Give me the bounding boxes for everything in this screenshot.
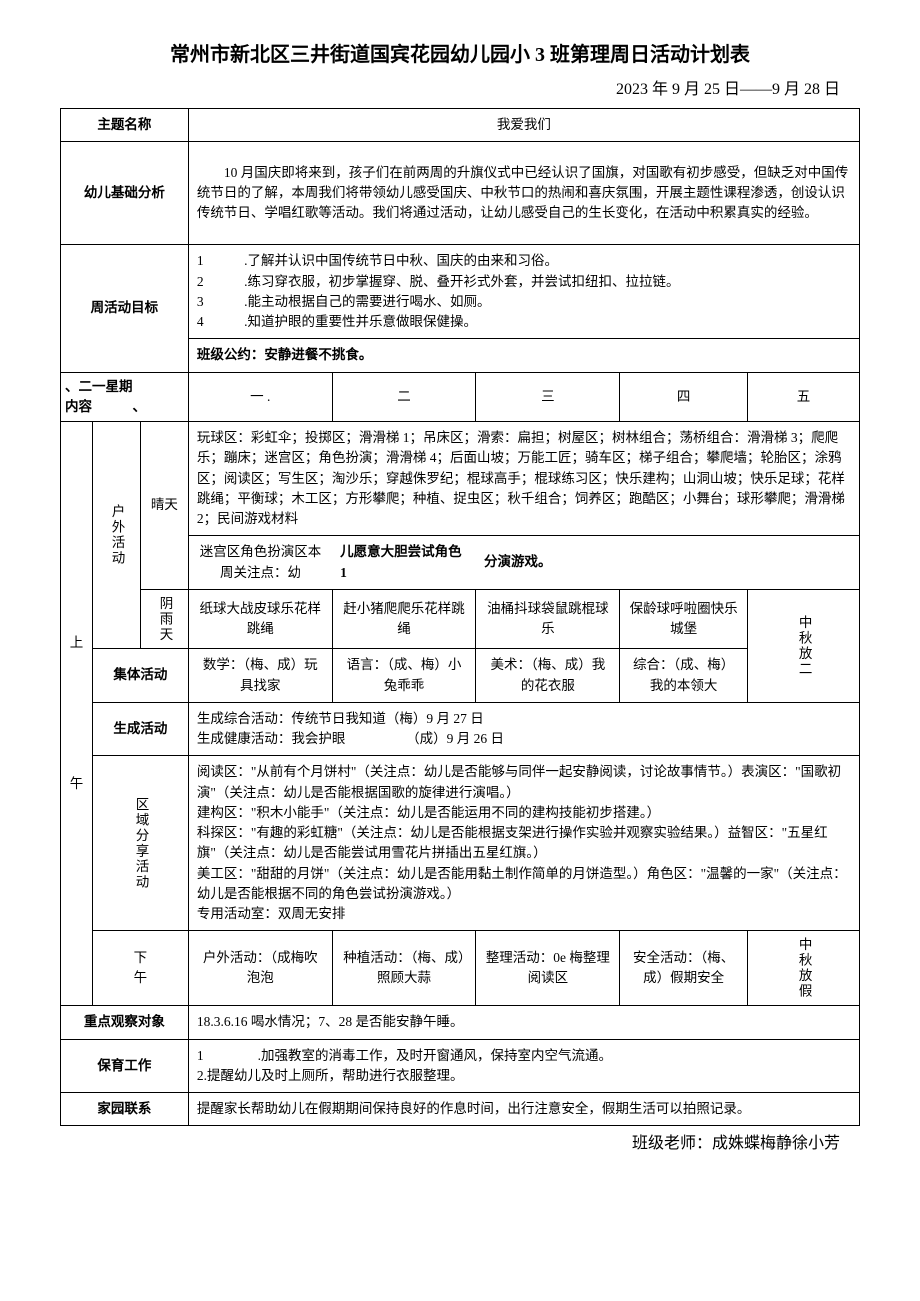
afternoon-label: 下 午: [92, 931, 188, 1006]
goal-item: 2 .练习穿衣服，初步掌握穿、脱、叠开衫式外套，并尝试扣纽扣、拉拉链。: [197, 272, 851, 292]
holiday-cell: 中秋放二: [748, 589, 860, 702]
focus-empty: [748, 536, 860, 590]
theme-label: 主题名称: [61, 109, 189, 142]
morning-label: 上 午: [61, 422, 93, 1006]
goal-item: 3 .能主动根据自己的需要进行喝水、如厕。: [197, 292, 851, 312]
rainy-label: 阴雨天: [140, 589, 188, 649]
group-cell: 综合：（成、梅）我的本领大: [620, 649, 748, 703]
focus-a: 迷宫区角色扮演区本周关注点：幼: [188, 536, 332, 590]
teacher-footer: 班级老师：成姝蝶梅静徐小芳: [60, 1132, 860, 1156]
care-text: 1 .加强教室的消毒工作，及时开窗通风，保持室内空气流通。 2.提醒幼儿及时上厕…: [188, 1039, 859, 1093]
generated-label: 生成活动: [92, 702, 188, 756]
rainy-cell: 纸球大战皮球乐花样跳绳: [188, 589, 332, 649]
rainy-cell: 油桶抖球袋鼠跳棍球乐: [476, 589, 620, 649]
observe-text: 18.3.6.16 喝水情况；7、28 是否能安静午睡。: [188, 1006, 859, 1039]
goal-item: 1 .了解并认识中国传统节日中秋、国庆的由来和习俗。: [197, 251, 851, 271]
goals-label: 周活动目标: [61, 245, 189, 372]
date-range: 2023 年 9 月 25 日——9 月 28 日: [60, 78, 860, 102]
afternoon-cell: 户外活动：（成梅吹泡泡: [188, 931, 332, 1006]
analysis-label: 幼儿基础分析: [61, 142, 189, 245]
afternoon-cell: 种植活动：（梅、成）照顾大蒜: [332, 931, 476, 1006]
outdoor-label: 户外活动: [92, 422, 140, 649]
area-text: 阅读区："从前有个月饼村"（关注点：幼儿是否能够与同伴一起安静阅读，讨论故事情节…: [188, 756, 859, 931]
home-text: 提醒家长帮助幼儿在假期期间保持良好的作息时间，出行注意安全，假期生活可以拍照记录…: [188, 1093, 859, 1126]
afternoon-holiday: 中秋放假: [748, 931, 860, 1006]
goals-list: 1 .了解并认识中国传统节日中秋、国庆的由来和习俗。 2 .练习穿衣服，初步掌握…: [188, 245, 859, 339]
afternoon-cell: 安全活动：（梅、成）假期安全: [620, 931, 748, 1006]
focus-c: 分演游戏。: [476, 536, 620, 590]
rainy-cell: 保龄球呼啦圈快乐城堡: [620, 589, 748, 649]
group-cell: 数学：（梅、成）玩具找家: [188, 649, 332, 703]
page-title: 常州市新北区三井街道国宾花园幼儿园小 3 班第理周日活动计划表: [60, 40, 860, 70]
day-header: 五: [748, 372, 860, 422]
home-label: 家园联系: [61, 1093, 189, 1126]
group-cell: 美术：（梅、成）我的花衣服: [476, 649, 620, 703]
day-header: 三: [476, 372, 620, 422]
goal-item: 4 .知道护眼的重要性并乐意做眼保健操。: [197, 312, 851, 332]
class-convention: 班级公约：安静进餐不挑食。: [188, 339, 859, 372]
area-label: 区域分享活动: [92, 756, 188, 931]
analysis-text: 10 月国庆即将来到，孩子们在前两周的升旗仪式中已经认识了国旗，对国歌有初步感受…: [188, 142, 859, 245]
day-header: 一 .: [188, 372, 332, 422]
theme-value: 我爱我们: [188, 109, 859, 142]
generated-text: 生成综合活动：传统节日我知道（梅）9 月 27 日 生成健康活动：我会护眼 （成…: [188, 702, 859, 756]
focus-b: 儿愿意大胆尝试角色 1: [332, 536, 476, 590]
care-label: 保育工作: [61, 1039, 189, 1093]
afternoon-cell: 整理活动：0e 梅整理阅读区: [476, 931, 620, 1006]
group-cell: 语言：（成、梅）小兔乖乖: [332, 649, 476, 703]
plan-table: 主题名称 我爱我们 幼儿基础分析 10 月国庆即将来到，孩子们在前两周的升旗仪式…: [60, 108, 860, 1126]
group-label: 集体活动: [92, 649, 188, 703]
day-header: 二: [332, 372, 476, 422]
weekday-corner: 、二一星期 内容 、: [61, 372, 189, 422]
observe-label: 重点观察对象: [61, 1006, 189, 1039]
sunny-text: 玩球区：彩虹伞；投掷区；滑滑梯 1；吊床区；滑索：扁担；树屋区；树林组合；荡桥组…: [188, 422, 859, 536]
day-header: 四: [620, 372, 748, 422]
sunny-label: 晴天: [140, 422, 188, 590]
focus-empty: [620, 536, 748, 590]
rainy-cell: 赶小猪爬爬乐花样跳绳: [332, 589, 476, 649]
